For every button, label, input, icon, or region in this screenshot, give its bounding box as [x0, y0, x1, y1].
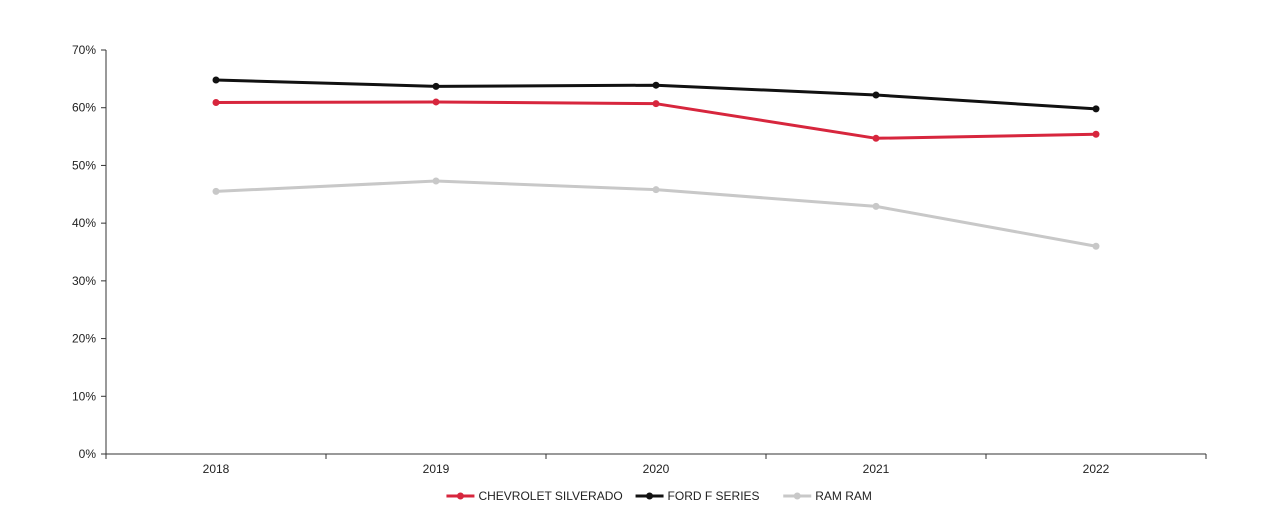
data-point-ford-f-series — [432, 82, 440, 90]
y-tick-label: 60% — [72, 101, 96, 115]
data-point-ram-ram — [652, 186, 660, 194]
y-tick-label: 30% — [72, 274, 96, 288]
data-point-ford-f-series — [212, 76, 220, 84]
x-tick-label: 2022 — [1083, 462, 1110, 476]
series-ram-ram — [212, 177, 1100, 250]
data-point-ram-ram — [212, 187, 220, 195]
series-line-chevrolet-silverado — [215, 100, 1097, 140]
legend-swatch-marker — [456, 492, 464, 500]
data-point-ram-ram — [1092, 242, 1100, 250]
data-point-chevrolet-silverado — [1092, 130, 1100, 138]
series-ford-f-series — [212, 76, 1100, 113]
x-axis-ticks: 2018 2019 2020 2021 2022 — [105, 454, 1207, 476]
legend-swatch-marker — [793, 492, 801, 500]
legend-label: RAM RAM — [815, 489, 872, 503]
y-tick-label: 50% — [72, 158, 96, 172]
x-tick-label: 2019 — [423, 462, 450, 476]
legend-item-ford-f-series: FORD F SERIES — [635, 489, 760, 503]
data-point-chevrolet-silverado — [432, 98, 440, 106]
data-point-ford-f-series — [652, 81, 660, 89]
data-point-ford-f-series — [1092, 105, 1100, 113]
legend-label: FORD F SERIES — [668, 489, 760, 503]
x-tick-label: 2020 — [643, 462, 670, 476]
data-point-chevrolet-silverado — [652, 100, 660, 108]
y-tick-label: 40% — [72, 216, 96, 230]
y-axis-ticks: 0% 10% 20% 30% 40% 50% 60% 70% — [72, 43, 106, 461]
y-tick-label: 0% — [79, 447, 97, 461]
series-chevrolet-silverado — [212, 98, 1100, 142]
x-tick-label: 2018 — [203, 462, 230, 476]
data-point-chevrolet-silverado — [212, 99, 220, 107]
data-point-ford-f-series — [872, 91, 880, 99]
chart-legend: CHEVROLET SILVERADO FORD F SERIES RAM RAM — [446, 489, 872, 503]
data-point-ram-ram — [432, 177, 440, 185]
legend-swatch-marker — [646, 492, 654, 500]
legend-label: CHEVROLET SILVERADO — [478, 489, 622, 503]
y-tick-label: 20% — [72, 332, 96, 346]
data-point-chevrolet-silverado — [872, 134, 880, 142]
chart-series — [212, 76, 1100, 250]
legend-item-ram-ram: RAM RAM — [783, 489, 872, 503]
data-point-ram-ram — [872, 202, 880, 210]
chart-axes — [105, 50, 1206, 455]
y-tick-label: 70% — [72, 43, 96, 57]
legend-item-chevrolet-silverado: CHEVROLET SILVERADO — [446, 489, 623, 503]
y-tick-label: 10% — [72, 389, 96, 403]
x-tick-label: 2021 — [863, 462, 890, 476]
